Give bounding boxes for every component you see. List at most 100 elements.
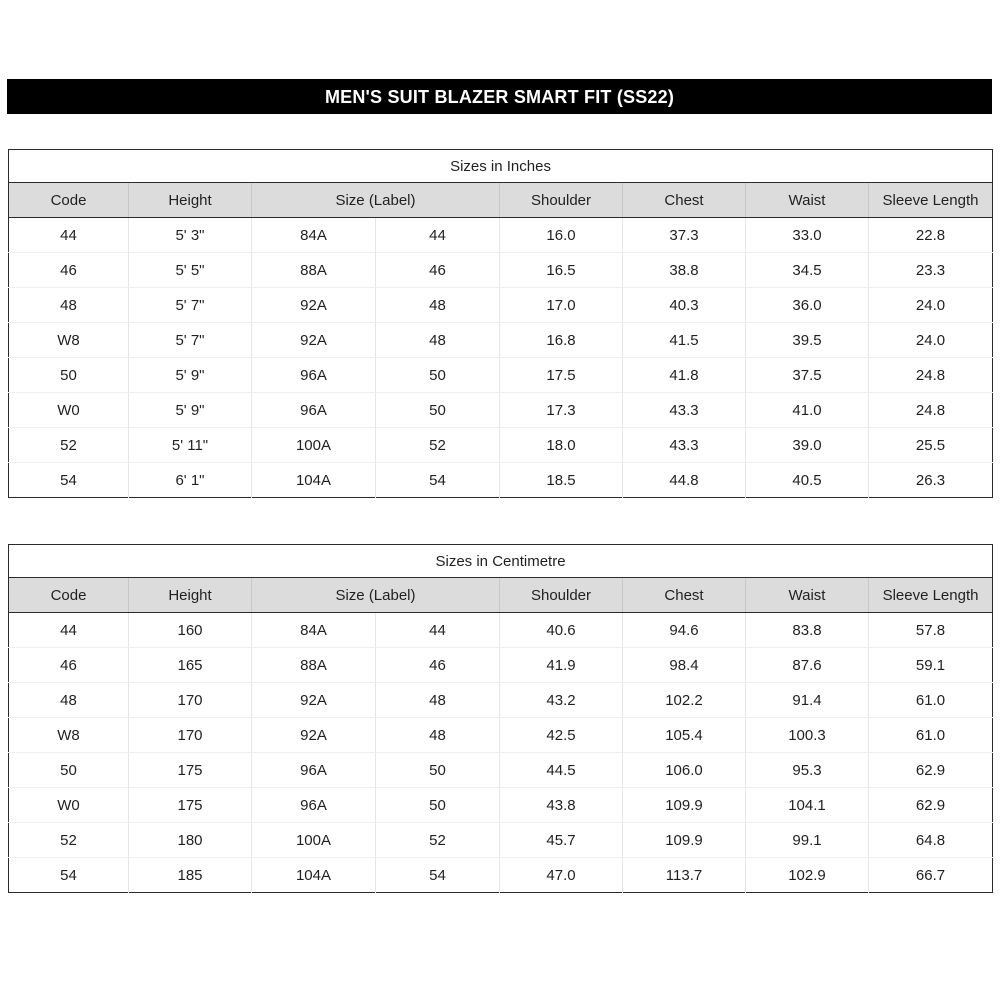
cell-shoulder: 44.5: [499, 752, 623, 788]
cell-code: 52: [8, 427, 129, 463]
cell-waist: 39.0: [745, 427, 869, 463]
table-row: 44 160 84A 44 40.6 94.6 83.8 57.8: [8, 612, 993, 648]
cell-sleeve-length: 61.0: [868, 682, 993, 718]
cell-waist: 83.8: [745, 612, 869, 648]
cell-size-label: 104A: [251, 462, 376, 498]
column-header-sleeve-length: Sleeve Length: [868, 182, 993, 218]
cell-chest: 109.9: [622, 787, 746, 823]
cell-size-number: 46: [375, 647, 500, 683]
cell-code: W8: [8, 717, 129, 753]
cell-height: 180: [128, 822, 252, 858]
cell-chest: 43.3: [622, 392, 746, 428]
table-row: 46 165 88A 46 41.9 98.4 87.6 59.1: [8, 647, 993, 683]
cell-size-number: 46: [375, 252, 500, 288]
cell-size-label: 84A: [251, 612, 376, 648]
cell-sleeve-length: 24.0: [868, 287, 993, 323]
cell-sleeve-length: 24.8: [868, 392, 993, 428]
column-header-row: Code Height Size (Label) Shoulder Chest Waist…: [8, 577, 993, 613]
table-row: 50 175 96A 50 44.5 106.0 95.3 62.9: [8, 752, 993, 788]
cell-size-number: 48: [375, 322, 500, 358]
cell-height: 170: [128, 717, 252, 753]
cell-chest: 106.0: [622, 752, 746, 788]
cell-height: 5' 7": [128, 322, 252, 358]
column-header-chest: Chest: [622, 577, 746, 613]
cell-waist: 87.6: [745, 647, 869, 683]
cell-shoulder: 18.0: [499, 427, 623, 463]
cell-chest: 94.6: [622, 612, 746, 648]
cell-sleeve-length: 25.5: [868, 427, 993, 463]
cell-waist: 40.5: [745, 462, 869, 498]
column-header-waist: Waist: [745, 182, 869, 218]
cell-size-number: 44: [375, 217, 500, 253]
cell-height: 185: [128, 857, 252, 893]
page-title: MEN'S SUIT BLAZER SMART FIT (SS22): [324, 86, 675, 107]
cell-waist: 99.1: [745, 822, 869, 858]
cell-code: 48: [8, 682, 129, 718]
cell-sleeve-length: 24.0: [868, 322, 993, 358]
cell-sleeve-length: 59.1: [868, 647, 993, 683]
cell-sleeve-length: 61.0: [868, 717, 993, 753]
cell-chest: 113.7: [622, 857, 746, 893]
table-row: W8 170 92A 48 42.5 105.4 100.3 61.0: [8, 717, 993, 753]
cell-code: 50: [8, 752, 129, 788]
cell-chest: 44.8: [622, 462, 746, 498]
cell-size-number: 50: [375, 392, 500, 428]
size-table-centimetre: Sizes in Centimetre Code Height Size (Label…: [8, 544, 994, 893]
cell-chest: 41.8: [622, 357, 746, 393]
cell-size-label: 92A: [251, 322, 376, 358]
cell-sleeve-length: 23.3: [868, 252, 993, 288]
cell-sleeve-length: 64.8: [868, 822, 993, 858]
table-row: 52 5' 11" 100A 52 18.0 43.3 39.0 25.5: [8, 427, 993, 463]
cell-size-number: 48: [375, 717, 500, 753]
cell-code: 46: [8, 252, 129, 288]
cell-height: 5' 9": [128, 392, 252, 428]
cell-chest: 102.2: [622, 682, 746, 718]
cell-sleeve-length: 57.8: [868, 612, 993, 648]
table-row: 54 185 104A 54 47.0 113.7 102.9 66.7: [8, 857, 993, 893]
column-header-height: Height: [128, 577, 252, 613]
cell-code: 54: [8, 462, 129, 498]
cell-size-label: 96A: [251, 392, 376, 428]
cell-size-label: 104A: [251, 857, 376, 893]
cell-size-number: 50: [375, 357, 500, 393]
cell-sleeve-length: 22.8: [868, 217, 993, 253]
cell-size-number: 54: [375, 462, 500, 498]
cell-size-label: 88A: [251, 252, 376, 288]
cell-size-label: 92A: [251, 717, 376, 753]
cell-chest: 109.9: [622, 822, 746, 858]
cell-size-label: 84A: [251, 217, 376, 253]
cell-chest: 37.3: [622, 217, 746, 253]
cell-size-label: 96A: [251, 752, 376, 788]
cell-code: 44: [8, 612, 129, 648]
cell-shoulder: 16.0: [499, 217, 623, 253]
column-header-height: Height: [128, 182, 252, 218]
cell-sleeve-length: 26.3: [868, 462, 993, 498]
cell-size-label: 100A: [251, 427, 376, 463]
table-row: W0 175 96A 50 43.8 109.9 104.1 62.9: [8, 787, 993, 823]
cell-size-label: 92A: [251, 287, 376, 323]
column-header-shoulder: Shoulder: [499, 182, 623, 218]
cell-size-number: 50: [375, 752, 500, 788]
cell-chest: 43.3: [622, 427, 746, 463]
table-row: 46 5' 5" 88A 46 16.5 38.8 34.5 23.3: [8, 252, 993, 288]
cell-size-number: 48: [375, 287, 500, 323]
size-table-centimetre-body: Sizes in Centimetre Code Height Size (Label…: [8, 544, 993, 893]
column-header-row: Code Height Size (Label) Shoulder Chest Waist…: [8, 182, 993, 218]
cell-code: 52: [8, 822, 129, 858]
cell-code: W0: [8, 787, 129, 823]
cell-size-number: 48: [375, 682, 500, 718]
cell-code: 50: [8, 357, 129, 393]
column-header-size-label: Size (Label): [251, 182, 500, 218]
cell-waist: 37.5: [745, 357, 869, 393]
cell-code: 54: [8, 857, 129, 893]
cell-shoulder: 42.5: [499, 717, 623, 753]
cell-sleeve-length: 24.8: [868, 357, 993, 393]
cell-height: 5' 11": [128, 427, 252, 463]
cell-code: W8: [8, 322, 129, 358]
cell-size-number: 52: [375, 427, 500, 463]
cell-waist: 39.5: [745, 322, 869, 358]
cell-size-number: 52: [375, 822, 500, 858]
table-row: W0 5' 9" 96A 50 17.3 43.3 41.0 24.8: [8, 392, 993, 428]
column-header-waist: Waist: [745, 577, 869, 613]
